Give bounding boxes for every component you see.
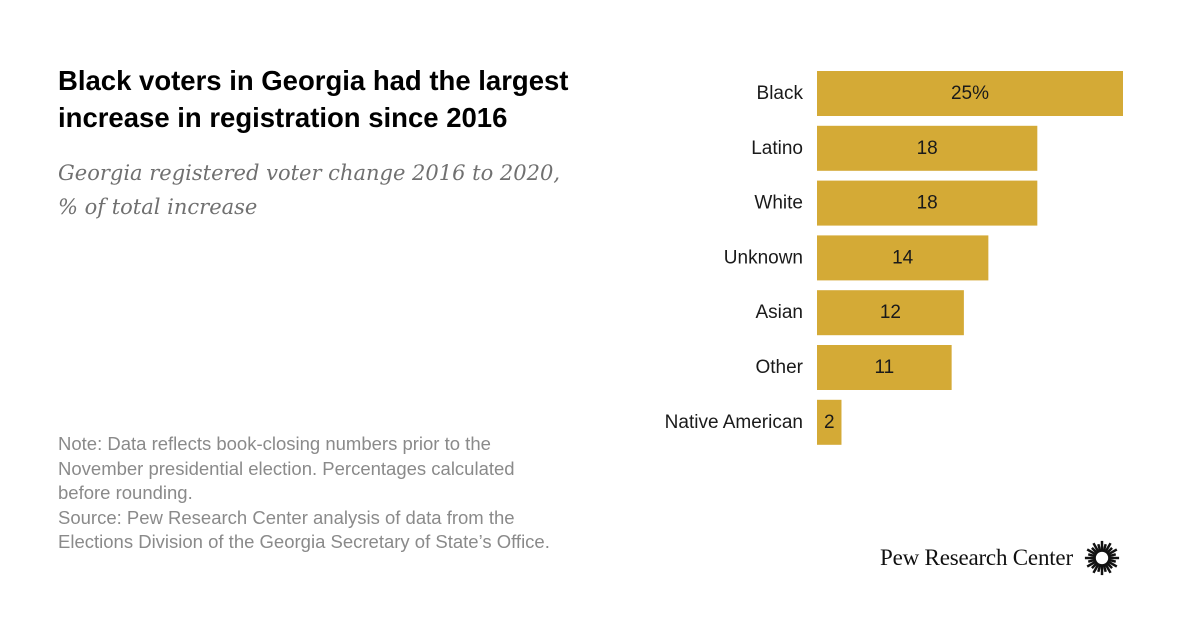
sunburst-ray [1105, 561, 1113, 569]
sunburst-ray [1106, 560, 1118, 568]
value-label: 11 [874, 357, 894, 378]
category-label: Latino [751, 138, 803, 159]
sunburst-ray [1092, 542, 1100, 554]
category-label: Native American [665, 412, 803, 433]
category-label: Other [755, 357, 803, 378]
sunburst-ray [1103, 542, 1112, 554]
note-line-1: Note: Data reflects book-closing numbers… [58, 433, 491, 454]
sunburst-ray [1103, 562, 1112, 574]
bar-unknown [817, 235, 989, 281]
sunburst-ray [1102, 543, 1107, 553]
chart-notes: Note: Data reflects book-closing numbers… [58, 432, 658, 555]
note-line-2: November presidential election. Percenta… [58, 457, 515, 479]
sunburst-ray [1092, 562, 1100, 574]
value-label: 18 [917, 138, 938, 159]
chart-subtitle: Georgia registered voter change 2016 to … [58, 156, 658, 224]
sunburst-ray [1090, 547, 1099, 555]
note-line-3: before rounding. [58, 482, 193, 504]
sunburst-ray [1087, 553, 1097, 558]
value-label: 14 [892, 247, 914, 268]
sunburst-ray [1090, 561, 1099, 569]
source-line-2: Elections Division of the Georgia Secret… [58, 531, 550, 553]
value-label: 2 [824, 412, 835, 433]
sunburst-ray [1107, 553, 1116, 558]
chart-subtitle-line-2: % of total increase [58, 195, 258, 219]
bar-asian [817, 290, 964, 336]
sunburst-ray [1087, 558, 1097, 563]
value-label: 18 [917, 193, 938, 214]
category-label: Unknown [724, 247, 803, 268]
source-line-1: Source: Pew Research Center analysis of … [58, 506, 515, 528]
pew-sunburst-icon [1084, 540, 1120, 576]
bar-white [817, 180, 1038, 226]
bar-other [817, 345, 952, 390]
sunburst-ray [1102, 563, 1107, 573]
sunburst-ray [1086, 548, 1098, 556]
chart-title-line-2: increase in registration since 2016 [58, 102, 508, 133]
bar-black [817, 71, 1123, 116]
sunburst-ray [1097, 543, 1102, 553]
category-label: Black [757, 83, 804, 104]
value-label: 12 [880, 302, 901, 323]
pew-logo: Pew Research Center [880, 540, 1121, 576]
value-label: 25% [951, 83, 989, 104]
sunburst-ray [1105, 547, 1113, 555]
sunburst-ray [1086, 560, 1098, 568]
sunburst-ray [1097, 563, 1102, 573]
brand-name: Pew Research Center [880, 545, 1073, 570]
sunburst-ray [1106, 548, 1118, 556]
sunburst-ray [1107, 558, 1116, 563]
category-label: Asian [755, 302, 803, 323]
category-label: White [754, 193, 803, 214]
bar-latino [817, 125, 1038, 171]
bar-native-american [817, 399, 842, 445]
chart-title-line-1: Black voters in Georgia had the largest [58, 65, 569, 96]
chart-subtitle-line-1: Georgia registered voter change 2016 to … [58, 161, 561, 185]
chart-title: Black voters in Georgia had the largest … [58, 62, 658, 136]
